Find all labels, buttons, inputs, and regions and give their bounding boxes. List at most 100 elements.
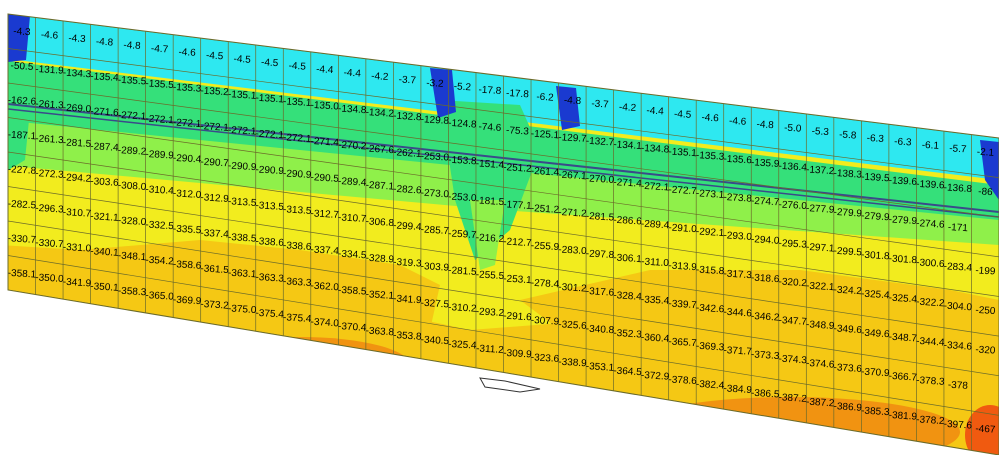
cell-value-label: -348.9 [806, 319, 835, 332]
cell-value-label: -397.6 [943, 419, 972, 432]
cell-value-label: -285.7 [420, 224, 449, 237]
cell-value-label: -378 [948, 380, 969, 392]
cell-value-label: -331.0 [62, 242, 91, 255]
cell-value-label: -272.1 [641, 181, 670, 194]
cell-value-label: -261.4 [530, 166, 559, 179]
cell-value-label: -387.2 [806, 397, 835, 410]
cell-value-label: -135.1 [668, 146, 697, 159]
cell-value-label: -137.2 [806, 164, 835, 177]
cell-value-label: -372.9 [641, 370, 670, 383]
cell-value-label: -5.8 [839, 130, 857, 142]
cell-value-label: -374.3 [778, 354, 807, 367]
contour-hotspot-edge [965, 405, 999, 455]
cell-value-label: -304.0 [943, 301, 972, 314]
cell-value-label: -303.6 [90, 176, 119, 189]
cell-value-label: -289.4 [641, 219, 670, 232]
cell-value-label: -387.2 [778, 392, 807, 405]
cell-value-label: -17.8 [506, 88, 530, 100]
cell-value-label: -369.3 [696, 341, 725, 354]
cell-value-label: -360.4 [641, 332, 670, 345]
cell-value-label: -4.6 [41, 30, 59, 42]
support-marker-center-2[interactable] [556, 86, 580, 130]
cursor-marker[interactable] [479, 377, 541, 393]
cell-value-label: -4.8 [756, 119, 774, 131]
cell-value-label: -294.0 [751, 234, 780, 247]
mesh-horizontal-line [8, 255, 999, 416]
cell-value-label: -272.1 [173, 117, 202, 130]
cell-value-label: -271.6 [90, 106, 119, 119]
cell-value-label: -134.3 [62, 68, 91, 81]
cell-value-label: -385.3 [861, 405, 890, 418]
cell-value-label: -251.2 [530, 203, 559, 216]
cell-value-label: -327.5 [420, 298, 449, 311]
cell-value-label: -271.4 [310, 136, 339, 149]
cell-value-label: -352.3 [613, 328, 642, 341]
cell-value-label: -86 [978, 186, 994, 198]
cell-value-label: -290.4 [173, 153, 202, 166]
cell-value-label: -348.1 [118, 250, 147, 263]
cell-value-label: -50.5 [10, 61, 34, 73]
cell-value-label: -138.3 [833, 168, 862, 181]
cell-value-label: -4.4 [343, 68, 361, 80]
cell-value-label: -4.5 [261, 57, 279, 69]
cell-value-label: -363.1 [228, 268, 257, 281]
cell-value-label: -350.0 [35, 272, 64, 285]
cell-value-label: -272.1 [228, 125, 257, 138]
cell-value-label: -337.4 [310, 244, 339, 257]
cell-value-label: -212.7 [503, 236, 532, 249]
cell-value-label: -135.1 [228, 89, 257, 102]
cell-value-label: -363.3 [283, 276, 312, 289]
cell-value-label: -151.4 [475, 158, 504, 171]
cell-value-label: -297.1 [806, 242, 835, 255]
cell-value-label: -317.6 [586, 286, 615, 299]
cell-value-label: -335.4 [641, 294, 670, 307]
cell-value-label: -352.1 [365, 289, 394, 302]
cell-value-label: -5.7 [949, 143, 967, 155]
cell-value-label: -386.9 [833, 401, 862, 414]
cell-value-label: -135.1 [283, 96, 312, 109]
cell-value-label: -340.8 [586, 324, 615, 337]
cell-value-label: -312.9 [200, 192, 229, 205]
cell-value-label: -132.8 [393, 111, 422, 124]
cell-value-label: -381.9 [888, 410, 917, 423]
contour-hotspot-left [190, 337, 410, 393]
cell-value-label: -4.6 [729, 116, 747, 128]
mesh-horizontal-line [8, 220, 999, 377]
cell-value-label: -4.8 [564, 95, 582, 107]
cell-value-label: -135.1 [255, 93, 284, 106]
cell-value-label: -132.7 [586, 136, 615, 149]
cell-value-label: -293.0 [723, 230, 752, 243]
cell-value-label: -3.7 [591, 99, 609, 111]
cell-value-label: -276.0 [778, 199, 807, 212]
cell-value-label: -270.2 [338, 140, 367, 153]
support-marker-right[interactable] [980, 140, 999, 200]
cell-value-label: -306.8 [365, 216, 394, 229]
cell-value-label: -289.4 [338, 176, 367, 189]
cell-value-label: -358.1 [7, 268, 36, 281]
cell-value-label: -300.6 [916, 257, 945, 270]
cell-value-label: -270.0 [586, 173, 615, 186]
cell-value-label: -371.7 [723, 345, 752, 358]
cell-value-label: -290.5 [310, 172, 339, 185]
cell-value-label: -253.1 [503, 273, 532, 286]
cell-value-label: -6.2 [536, 92, 554, 104]
cell-value-label: -299.5 [833, 246, 862, 259]
cell-value-label: -340.1 [90, 246, 119, 259]
support-marker-center-1[interactable] [430, 68, 456, 118]
cell-value-label: -135.9 [751, 157, 780, 170]
cell-value-label: -363.3 [255, 272, 284, 285]
cell-value-label: -311.2 [476, 343, 505, 356]
cell-value-label: -349.6 [861, 328, 890, 341]
mesh-horizontal-line [8, 186, 999, 337]
cell-value-label: -378.2 [916, 414, 945, 427]
cell-value-label: -290.9 [228, 161, 257, 174]
cell-value-label: -358.5 [338, 285, 367, 298]
support-marker-left[interactable] [8, 14, 30, 62]
cell-value-label: -309.9 [503, 348, 532, 361]
cell-value-label: -310.7 [62, 207, 91, 220]
cell-value-label: -313.9 [668, 260, 697, 273]
cell-value-label: -3.7 [398, 74, 416, 86]
cell-value-label: -296.3 [35, 203, 64, 216]
